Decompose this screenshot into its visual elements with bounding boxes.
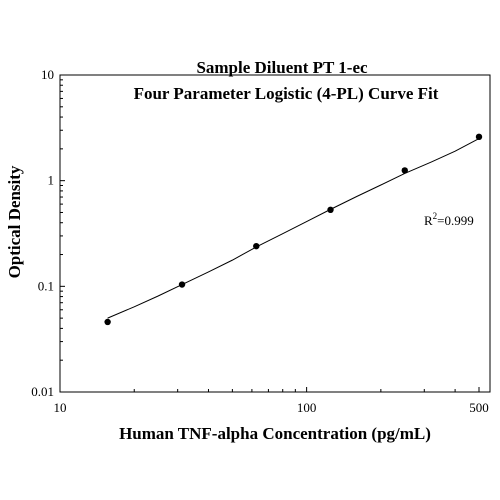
data-point: [327, 206, 334, 214]
x-tick-label: 10: [54, 400, 67, 415]
x-axis-title: Human TNF-alpha Concentration (pg/mL): [119, 424, 431, 443]
fit-curve-group: [107, 138, 480, 319]
y-tick-label: 10: [41, 67, 54, 82]
y-tick-label: 1: [48, 173, 55, 188]
data-point: [401, 167, 408, 174]
y-tick-label: 0.1: [38, 278, 54, 293]
data-point: [178, 281, 186, 288]
x-axis-ticks: 10 100 500: [54, 387, 489, 415]
r-squared-annotation: R2=0.999: [424, 211, 474, 228]
data-point: [253, 242, 260, 250]
chart-subtitle: Four Parameter Logistic (4-PL) Curve Fit: [134, 84, 439, 103]
x-tick-label: 500: [469, 400, 489, 415]
data-point: [104, 318, 111, 326]
x-tick-label: 100: [297, 400, 317, 415]
plot-frame: [59, 74, 491, 393]
r-squared-superscript: 2: [433, 211, 438, 221]
y-tick-label: 0.01: [31, 384, 54, 399]
r-squared-label: R: [424, 213, 433, 228]
data-point: [475, 133, 483, 141]
y-axis-title: Optical Density: [5, 165, 24, 278]
data-points-group: [104, 133, 483, 326]
r-squared-value: =0.999: [437, 213, 474, 228]
chart-title: Sample Diluent PT 1-ec: [196, 58, 368, 77]
fit-curve-line: [107, 138, 480, 319]
y-axis-ticks: 0.01 0.1 1 10: [31, 67, 65, 399]
